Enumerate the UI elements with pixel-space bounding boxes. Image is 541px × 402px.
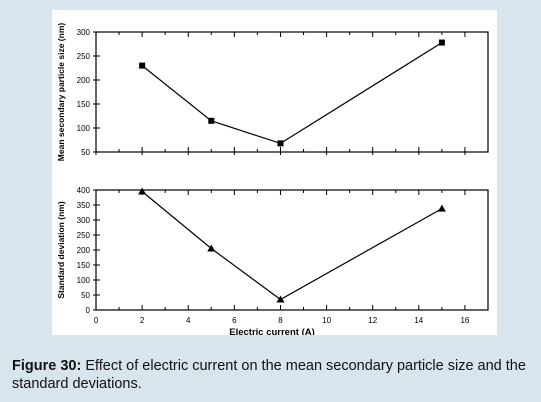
chart2-ytick-label: 150: [77, 261, 91, 270]
chart1-ytick-label: 200: [77, 76, 91, 85]
chart1-series-line: [141, 42, 443, 145]
figure-caption: Figure 30: Effect of electric current on…: [12, 357, 532, 393]
caption-label: Figure 30:: [12, 358, 82, 374]
chart2-xtick-label: 8: [278, 316, 283, 325]
chart2-xtick-label: 6: [232, 316, 237, 325]
chart1-ylabel: Mean secondary particle size (nm): [56, 23, 66, 162]
chart2-xtick-label: 2: [140, 316, 145, 325]
chart2-ytick-label: 300: [77, 216, 91, 225]
chart1-data-point: [139, 62, 146, 69]
chart1-ytick-label: 50: [81, 148, 90, 157]
chart2-xtick-label: 10: [322, 316, 331, 325]
chart1-ytick-label: 150: [77, 100, 91, 109]
chart2-xtick-label: 4: [186, 316, 191, 325]
chart1-data-point: [208, 117, 215, 124]
chart2-data-point: [437, 204, 446, 212]
chart2-ytick-label: 50: [81, 291, 90, 300]
chart2-data-point: [276, 295, 285, 303]
chart2-ylabel: Standard deviation (nm): [56, 201, 66, 298]
chart2-ytick-label: 200: [77, 246, 91, 255]
chart2-xlabel: Electric current (A): [229, 327, 315, 335]
chart2-data-point: [138, 187, 147, 195]
chart1-data-point: [277, 140, 284, 147]
chart2-data-point: [207, 244, 216, 252]
chart2-xtick-label: 0: [94, 316, 99, 325]
chart1-data-point: [438, 39, 445, 46]
chart2-ytick-label: 100: [77, 276, 91, 285]
chart2-xtick-label: 16: [460, 316, 469, 325]
chart1-ytick-label: 100: [77, 124, 91, 133]
figure-panel: 50 100 150 200 250 300 Mean secondary particle…: [52, 10, 497, 335]
chart2-ytick-label: 250: [77, 231, 91, 240]
chart2-ytick-label: 400: [77, 186, 91, 195]
chart2-xtick-label: 12: [368, 316, 377, 325]
chart2-ytick-label: 0: [86, 306, 91, 315]
chart1-ytick-label: 250: [77, 52, 91, 61]
chart2-xtick-label: 14: [414, 316, 423, 325]
chart2-series-line: [141, 191, 443, 301]
chart2-ytick-label: 350: [77, 201, 91, 210]
caption-text: Effect of electric current on the mean s…: [12, 358, 526, 392]
chart2-axis-frame: [95, 189, 489, 311]
chart1-axis-frame: [95, 31, 489, 153]
chart1-ytick-label: 300: [77, 28, 91, 37]
